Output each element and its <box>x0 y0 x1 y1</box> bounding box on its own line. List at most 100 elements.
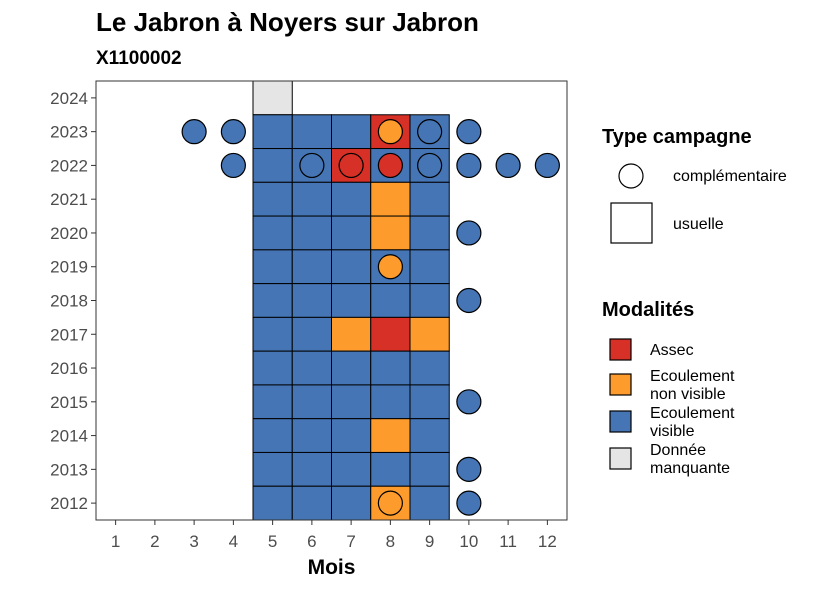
dot-2022-12 <box>534 152 560 179</box>
x-tick-label-11: 11 <box>499 532 517 551</box>
x-tick-label-2: 2 <box>150 532 159 551</box>
x-axis-title: Mois <box>308 556 356 579</box>
cell-2013-6 <box>291 451 332 487</box>
cell-2019-9 <box>409 249 450 285</box>
legend-modalite-label-1: Ecoulement non visible <box>650 368 735 403</box>
complementaire-dots <box>181 119 560 516</box>
legend-circle-symbol <box>618 163 644 189</box>
y-tick-label-2020: 2020 <box>50 224 88 243</box>
y-tick-label-2021: 2021 <box>50 190 88 209</box>
dot-2013-10 <box>456 456 482 482</box>
dot-2023-8 <box>377 119 403 145</box>
cell-2013-9 <box>409 451 450 487</box>
cell-2017-8 <box>370 316 411 352</box>
x-axis: 1 2 3 4 5 6 7 8 9 10 11 12 <box>111 520 557 551</box>
cell-2019-6 <box>291 249 332 285</box>
dot-2023-4 <box>220 119 246 145</box>
cell-2020-6 <box>291 215 332 251</box>
legend-modalite-label-0: Assec <box>650 342 694 359</box>
y-tick-label-2013: 2013 <box>50 460 88 479</box>
cell-2018-5 <box>252 283 293 318</box>
legend-type-campagne: Type campagne complémentaire usuelle <box>602 126 787 244</box>
cell-2014-5 <box>252 418 293 453</box>
cell-2023-5 <box>252 114 293 150</box>
cell-2018-6 <box>291 283 332 318</box>
dot-2022-6 <box>299 152 325 179</box>
dot-2022-7 <box>338 152 364 179</box>
y-tick-label-2023: 2023 <box>50 123 88 142</box>
legend-type-label-1: usuelle <box>673 216 724 233</box>
legend-modalites-title: Modalités <box>602 299 694 321</box>
chart-subtitle: X1100002 <box>96 48 182 69</box>
legend-key-1 <box>609 373 632 396</box>
legend-square-symbol <box>610 202 653 244</box>
cell-2016-7 <box>331 350 372 386</box>
dot-2022-9 <box>417 152 443 179</box>
cell-2014-9 <box>409 418 450 453</box>
dot-2020-10 <box>456 220 482 246</box>
y-tick-label-2024: 2024 <box>50 89 88 108</box>
cell-2020-8 <box>370 215 411 251</box>
usuelle-cells <box>252 80 450 521</box>
x-tick-label-12: 12 <box>538 532 557 551</box>
legend-modalite-label-3: Donnée manquante <box>650 442 730 477</box>
x-tick-label-1: 1 <box>111 532 120 551</box>
legend-modalites: Modalités Assec Ecoulement non visibleEcou… <box>602 299 735 477</box>
legend-key-0 <box>609 338 632 361</box>
cell-2015-5 <box>252 384 293 420</box>
cell-2013-7 <box>331 451 372 487</box>
cell-2021-5 <box>252 181 293 217</box>
x-tick-label-4: 4 <box>229 532 238 551</box>
cell-2016-6 <box>291 350 332 386</box>
cell-2020-5 <box>252 215 293 251</box>
cell-2014-7 <box>331 418 372 453</box>
cell-2023-6 <box>291 114 332 150</box>
cell-2024-5 <box>252 80 293 116</box>
dot-2022-10 <box>456 152 482 179</box>
cell-2017-6 <box>291 316 332 352</box>
legend-type-label-0: complémentaire <box>673 168 787 185</box>
x-tick-label-9: 9 <box>425 532 434 551</box>
cell-2016-5 <box>252 350 293 386</box>
cell-2018-7 <box>331 283 372 318</box>
chart-title: Le Jabron à Noyers sur Jabron <box>96 7 479 37</box>
y-tick-label-2022: 2022 <box>50 156 88 175</box>
x-tick-label-10: 10 <box>459 532 478 551</box>
cell-2015-6 <box>291 384 332 420</box>
legend-key-2 <box>609 410 632 433</box>
dot-2023-9 <box>417 119 443 145</box>
cell-2014-8 <box>370 418 411 453</box>
dot-2012-8 <box>377 490 403 516</box>
y-tick-label-2014: 2014 <box>50 427 88 446</box>
cell-2012-9 <box>409 485 450 521</box>
legend-modalite-label-2: Ecoulement visible <box>650 405 735 440</box>
cell-2019-5 <box>252 249 293 285</box>
dot-2022-4 <box>220 152 246 179</box>
y-tick-label-2018: 2018 <box>50 292 88 311</box>
cell-2017-9 <box>409 316 450 352</box>
cell-2013-5 <box>252 451 293 487</box>
cell-2016-8 <box>370 350 411 386</box>
cell-2020-9 <box>409 215 450 251</box>
cell-2018-9 <box>409 283 450 318</box>
x-tick-label-5: 5 <box>268 532 277 551</box>
y-tick-label-2019: 2019 <box>50 258 88 277</box>
dot-2022-11 <box>495 152 521 179</box>
x-tick-label-8: 8 <box>386 532 395 551</box>
dot-2019-8 <box>377 254 403 280</box>
cell-2013-8 <box>370 451 411 487</box>
cell-2022-5 <box>252 148 293 183</box>
y-axis: 2012 2013 2014 2015 2016 2017 2018 2019 2020 2021… <box>50 89 96 513</box>
dot-2012-10 <box>456 490 482 516</box>
cell-2014-6 <box>291 418 332 453</box>
cell-2012-7 <box>331 485 372 521</box>
cell-2015-8 <box>370 384 411 420</box>
cell-2015-9 <box>409 384 450 420</box>
x-tick-label-6: 6 <box>307 532 316 551</box>
cell-2019-7 <box>331 249 372 285</box>
cell-2017-7 <box>331 316 372 352</box>
x-tick-label-3: 3 <box>189 532 198 551</box>
cell-2017-5 <box>252 316 293 352</box>
y-tick-label-2016: 2016 <box>50 359 88 378</box>
dot-2023-10 <box>456 119 482 145</box>
